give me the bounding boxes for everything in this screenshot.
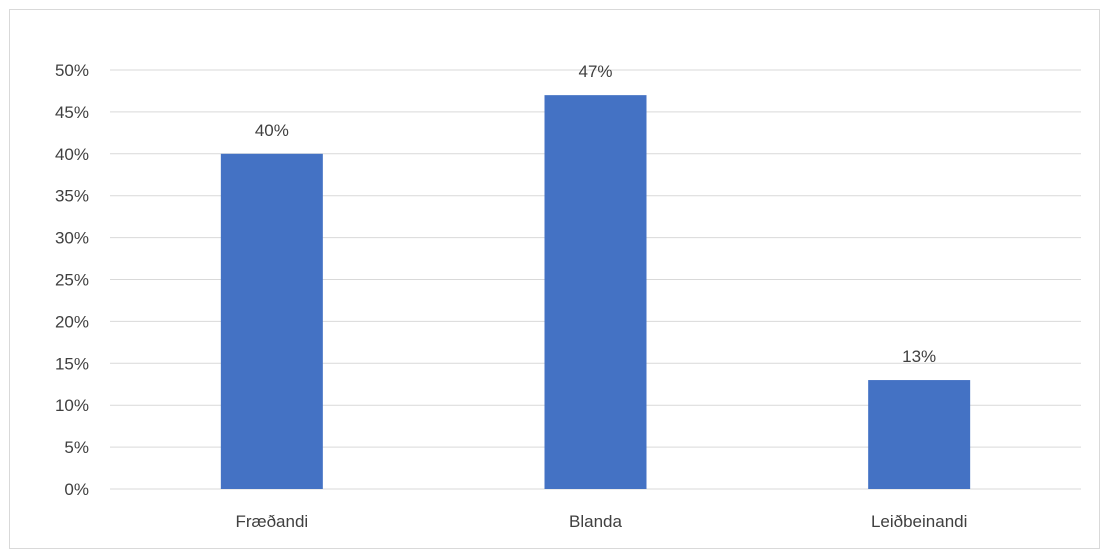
x-axis-category-labels: Fræðandi Blanda Leiðbeinandi: [235, 512, 967, 531]
data-labels: 40% 47% 13%: [255, 62, 936, 366]
y-tick-label: 5%: [64, 438, 89, 457]
bar: [220, 153, 323, 490]
y-axis-tick-labels: 0% 5% 10% 15% 20% 25% 30% 35% 40% 45% 50%: [55, 61, 89, 499]
data-label: 40%: [255, 121, 289, 140]
y-tick-label: 20%: [55, 312, 89, 331]
bars: [220, 95, 971, 490]
bar: [868, 380, 971, 489]
category-label: Leiðbeinandi: [871, 512, 967, 531]
y-tick-label: 50%: [55, 61, 89, 80]
y-tick-label: 25%: [55, 271, 89, 290]
data-label: 47%: [578, 62, 612, 81]
y-tick-label: 45%: [55, 103, 89, 122]
y-tick-label: 35%: [55, 187, 89, 206]
bar: [544, 95, 647, 489]
y-tick-label: 40%: [55, 145, 89, 164]
data-label: 13%: [902, 347, 936, 366]
category-label: Blanda: [569, 512, 622, 531]
category-label: Fræðandi: [235, 512, 308, 531]
y-tick-label: 15%: [55, 354, 89, 373]
y-tick-label: 0%: [64, 480, 89, 499]
y-tick-label: 10%: [55, 396, 89, 415]
y-tick-label: 30%: [55, 229, 89, 248]
